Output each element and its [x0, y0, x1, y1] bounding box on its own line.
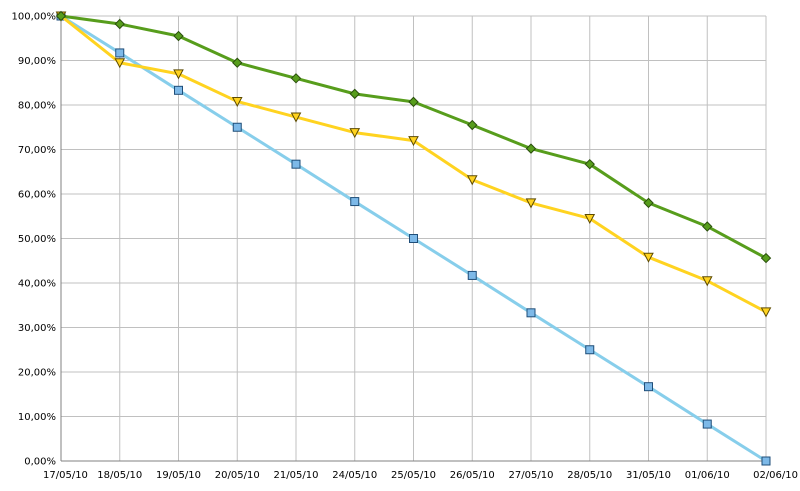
data-point: [761, 456, 771, 466]
x-tick-label: 17/05/10: [43, 470, 88, 481]
data-point: [525, 143, 537, 154]
data-point: [760, 252, 772, 264]
y-tick-labels: 0,00% 10,00% 20,00% 30,00% 40,00% 50,00% 60,00…: [12, 12, 57, 468]
x-tick-label: 20/05/10: [215, 470, 260, 481]
data-point: [525, 198, 537, 209]
y-tick-label: 90,00%: [18, 56, 56, 67]
y-tick-label: 70,00%: [18, 145, 56, 156]
data-point: [231, 96, 243, 108]
data-point: [350, 197, 360, 207]
y-tick-label: 60,00%: [18, 190, 56, 201]
y-tick-label: 50,00%: [18, 234, 56, 245]
data-point: [291, 159, 301, 169]
data-point: [702, 221, 713, 232]
data-point: [114, 58, 126, 69]
data-point: [702, 419, 712, 429]
data-point: [584, 213, 596, 225]
x-tick-label: 24/05/10: [332, 470, 377, 481]
data-point: [644, 382, 653, 392]
x-tick-label: 01/06/10: [685, 470, 730, 481]
data-point: [349, 88, 360, 100]
y-tick-label: 30,00%: [18, 323, 56, 334]
data-point: [585, 345, 595, 355]
y-tick-label: 100,00%: [12, 12, 57, 23]
y-tick-label: 10,00%: [18, 412, 56, 423]
series-3: [55, 10, 772, 264]
y-tick-label: 0,00%: [24, 457, 56, 468]
data-point: [349, 128, 361, 139]
data-point: [232, 122, 242, 132]
data-point: [114, 18, 125, 30]
data-point: [467, 119, 478, 131]
data-point: [55, 10, 67, 22]
data-point: [115, 48, 125, 58]
data-point: [643, 197, 654, 209]
x-tick-label: 18/05/10: [97, 470, 142, 481]
data-point: [408, 136, 419, 147]
series-1: [56, 11, 771, 466]
data-point: [467, 270, 477, 280]
data-point: [701, 276, 713, 287]
y-tick-label: 20,00%: [18, 368, 56, 379]
data-point: [466, 175, 478, 186]
x-tick-label: 31/05/10: [626, 470, 671, 481]
series-group: [55, 10, 772, 466]
x-tick-label: 27/05/10: [509, 470, 554, 481]
y-tick-label: 40,00%: [18, 279, 56, 290]
data-point: [584, 158, 595, 170]
data-point: [173, 69, 184, 80]
data-point: [232, 57, 243, 68]
data-point: [409, 234, 418, 243]
x-tick-label: 28/05/10: [567, 470, 612, 481]
data-point: [760, 307, 772, 318]
x-tick-label: 21/05/10: [274, 470, 319, 481]
y-tick-label: 80,00%: [18, 101, 56, 112]
x-tick-label: 26/05/10: [450, 470, 495, 481]
data-point: [408, 96, 419, 108]
data-point: [290, 112, 302, 123]
x-tick-label: 25/05/10: [391, 470, 436, 481]
data-point: [643, 252, 654, 263]
data-point: [174, 85, 183, 95]
x-tick-labels: 17/05/10 18/05/10 19/05/10 20/05/10 21/05/10…: [43, 470, 798, 481]
data-point: [526, 308, 536, 318]
data-point: [290, 73, 302, 84]
x-tick-label: 02/06/10: [753, 470, 798, 481]
data-point: [173, 30, 184, 42]
x-tick-label: 19/05/10: [156, 470, 201, 481]
axes: [60, 16, 766, 462]
